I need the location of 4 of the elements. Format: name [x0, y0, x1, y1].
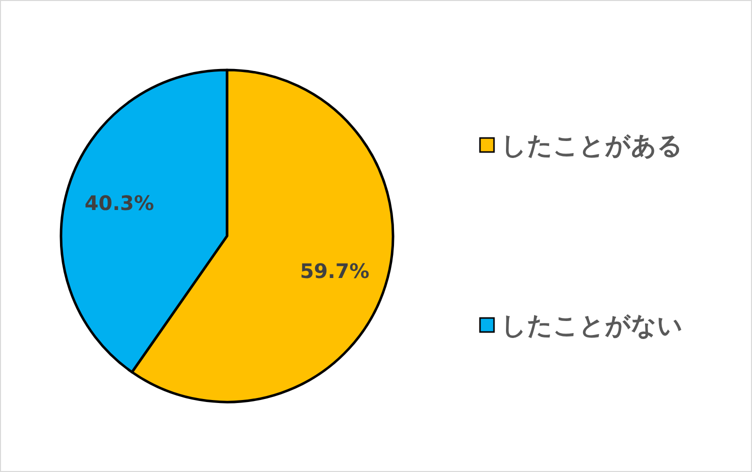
- legend-label: したことがある: [501, 131, 683, 160]
- data-label: 59.7%: [300, 258, 370, 283]
- legend-label: したことがない: [501, 311, 683, 340]
- data-label: 40.3%: [84, 191, 154, 216]
